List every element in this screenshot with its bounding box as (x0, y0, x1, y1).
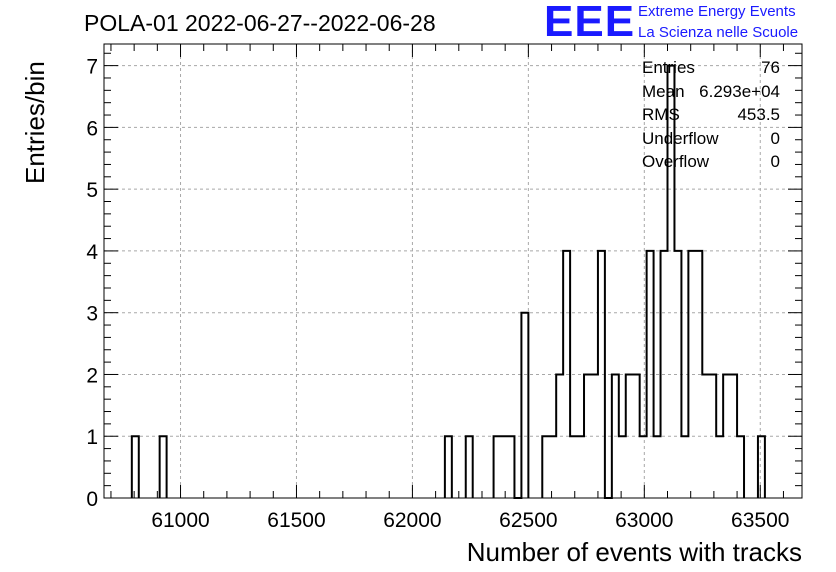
x-axis-label: Number of events with tracks (466, 537, 802, 567)
y-tick-label: 3 (86, 303, 98, 326)
histogram-bin (702, 374, 709, 498)
histogram-bin (584, 374, 591, 498)
histogram-bin (730, 374, 737, 498)
stats-label: Mean (642, 81, 685, 101)
stats-row-mean: Mean 6.293e+04 (642, 82, 780, 106)
histogram-bin (688, 251, 695, 498)
histogram-bin (640, 436, 647, 498)
histogram-bin (661, 251, 668, 498)
stats-row-entries: Entries 76 (642, 58, 780, 82)
y-axis-label: Entries/bin (20, 61, 50, 184)
histogram-bin (695, 251, 702, 498)
stats-label: RMS (642, 105, 680, 124)
plot-frame (103, 43, 803, 499)
histogram-bin (556, 374, 563, 498)
histogram-bin (570, 436, 577, 498)
histogram-bin (160, 436, 167, 498)
logo-caption-line2: La Scienza nelle Scuole (638, 24, 799, 41)
logo-caption-line1: Extreme Energy Events (638, 3, 796, 20)
histogram-bin (507, 436, 514, 498)
x-tick-label: 61500 (267, 509, 325, 532)
y-tick-label: 6 (86, 117, 98, 140)
stats-value: 6.293e+04 (699, 81, 780, 101)
histogram-bin (654, 436, 661, 498)
x-tick-label: 63000 (615, 509, 673, 532)
y-tick-label: 0 (86, 488, 98, 511)
chart-title: POLA-01 2022-06-27--2022-06-28 (84, 10, 436, 36)
histogram-bin (494, 436, 501, 498)
histogram-bin (598, 251, 605, 498)
histogram-bin (612, 374, 619, 498)
histogram-bin (723, 374, 730, 498)
x-tick-label: 63500 (731, 509, 789, 532)
histogram-bin (132, 436, 139, 498)
stats-value: 76 (761, 58, 780, 77)
histogram-bin (619, 436, 626, 498)
histogram-bin (521, 313, 528, 498)
stats-box: Entries 76 Mean 6.293e+04 RMS 453.5 Unde… (642, 58, 780, 176)
x-tick-label: 62000 (383, 509, 441, 532)
histogram-bin (466, 436, 473, 498)
histogram-bin (681, 436, 688, 498)
stats-value: 453.5 (737, 105, 780, 124)
stats-label: Entries (642, 58, 695, 77)
y-tick-label: 2 (86, 364, 98, 387)
histogram-bin (542, 436, 549, 498)
histogram-outline (130, 64, 766, 499)
stats-label: Underflow (642, 128, 719, 148)
y-tick-label: 4 (86, 241, 98, 264)
stats-row-rms: RMS 453.5 (642, 105, 780, 129)
histogram-bin (501, 436, 508, 498)
histogram-bin (626, 374, 633, 498)
x-tick-label: 61000 (151, 509, 209, 532)
stats-value: 0 (770, 128, 780, 148)
histogram-bin (674, 251, 681, 498)
histogram-bin (647, 251, 654, 498)
histogram-bin (591, 374, 598, 498)
histogram-bin (445, 436, 452, 498)
histogram-bin (577, 436, 584, 498)
eee-logo-mark: EEE (544, 0, 636, 46)
x-tick-label: 62500 (499, 509, 557, 532)
histogram-bin (716, 436, 723, 498)
histogram-bin (633, 374, 640, 498)
y-tick-label: 1 (86, 426, 98, 449)
stats-label: Overflow (642, 152, 710, 171)
stats-row-overflow: Overflow 0 (642, 152, 780, 176)
y-tick-label: 5 (86, 179, 98, 202)
y-tick-label: 7 (86, 56, 98, 79)
histogram-bin (563, 251, 570, 498)
histogram-bin (709, 374, 716, 498)
histogram-bin (758, 436, 765, 498)
histogram-bin (549, 436, 556, 498)
histogram-bin (737, 436, 744, 498)
stats-row-underflow: Underflow 0 (642, 129, 780, 153)
stats-value: 0 (770, 152, 780, 171)
